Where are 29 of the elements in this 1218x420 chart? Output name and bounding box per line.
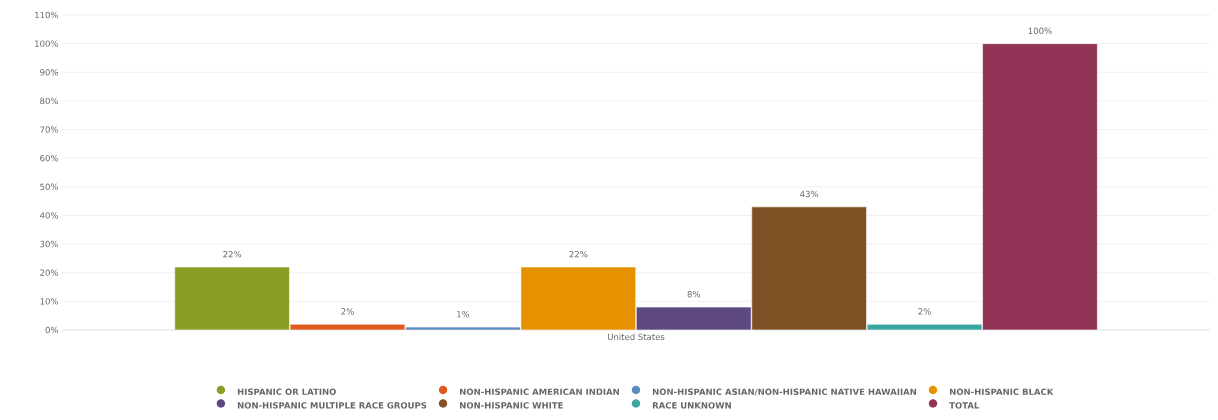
data-label: 2% (341, 308, 354, 315)
data-label: 43% (800, 190, 819, 198)
y-tick-label: 70% (40, 126, 59, 133)
x-tick-label: United States (608, 333, 665, 341)
data-label: 2% (918, 308, 931, 315)
y-tick-label: 0% (45, 326, 59, 334)
legend-label: RACE UNKNOWN (652, 402, 731, 409)
y-tick-label: 50% (40, 183, 59, 191)
y-tick-label: 100% (35, 40, 59, 47)
y-tick-label: 10% (40, 298, 59, 305)
data-label: 1% (457, 311, 470, 318)
y-tick-label: 20% (40, 269, 59, 276)
legend-label: NON-HISPANIC ASIAN/NON-HISPANIC NATIVE HAWAIIAN (652, 388, 917, 396)
data-label: 8% (687, 291, 701, 298)
y-tick-label: 80% (40, 97, 59, 105)
data-label: 22% (569, 250, 588, 258)
data-label: 100% (1028, 27, 1052, 34)
y-tick-label: 30% (40, 240, 59, 248)
y-tick-label: 60% (40, 154, 59, 162)
legend-label: NON-HISPANIC WHITE (460, 402, 563, 409)
legend-label: TOTAL (949, 402, 980, 409)
legend-label: HISPANIC OR LATINO (237, 388, 336, 395)
y-tick-label: 90% (40, 69, 59, 76)
legend-label: NON-HISPANIC MULTIPLE RACE GROUPS (237, 402, 427, 409)
legend-label: NON-HISPANIC AMERICAN INDIAN (460, 388, 619, 395)
legend-label: NON-HISPANIC BLACK (949, 388, 1054, 395)
data-label: 22% (223, 250, 242, 258)
y-tick-label: 110% (35, 11, 59, 19)
y-tick-label: 40% (40, 212, 59, 219)
